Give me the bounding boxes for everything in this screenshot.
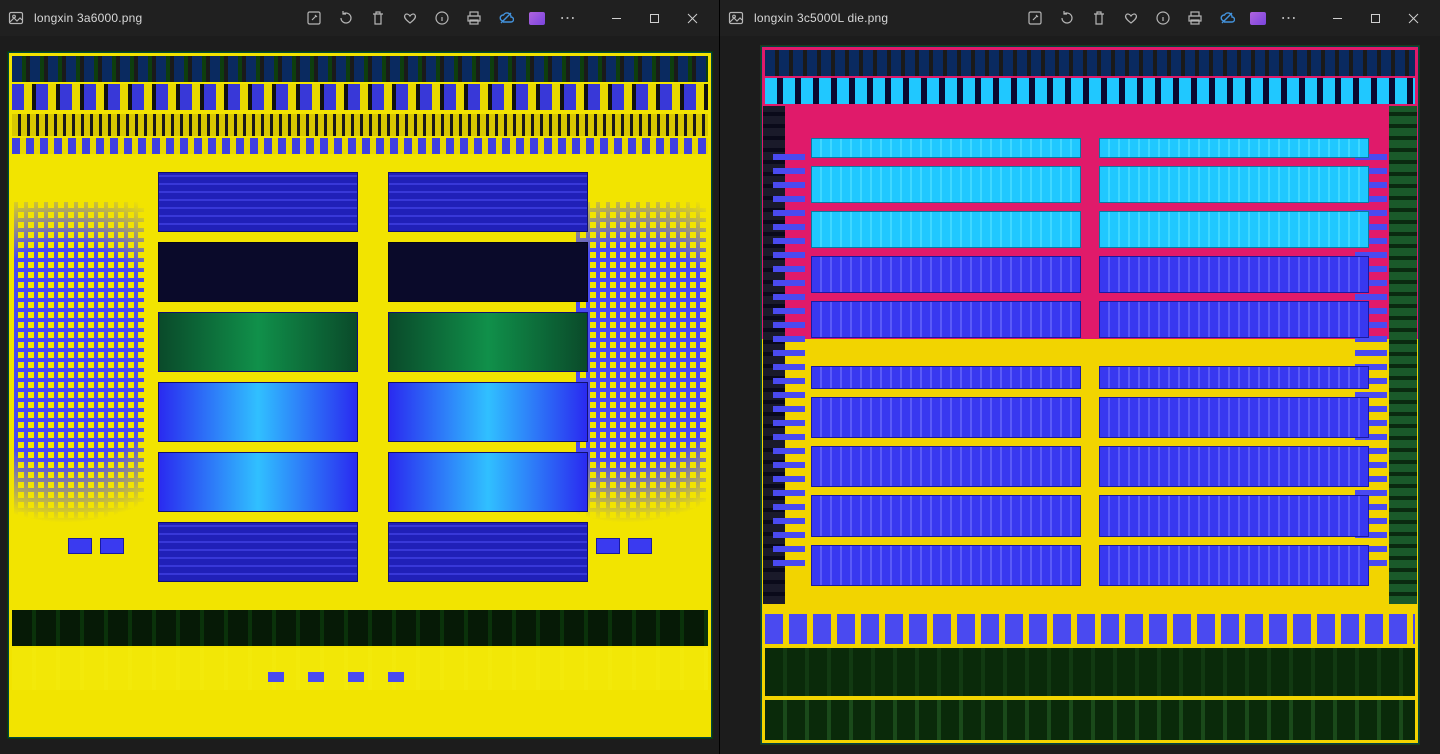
edit-icon[interactable]	[305, 9, 323, 27]
right-window: longxin 3c5000L die.png ⋯	[720, 0, 1440, 754]
info-icon[interactable]	[1154, 9, 1172, 27]
more-icon[interactable]: ⋯	[559, 9, 577, 27]
print-icon[interactable]	[465, 9, 483, 27]
left-window: longxin 3a6000.png ⋯	[0, 0, 720, 754]
file-name: longxin 3a6000.png	[34, 11, 142, 25]
die-shot-3a6000	[7, 51, 713, 739]
info-icon[interactable]	[433, 9, 451, 27]
die-shot-3c5000l	[760, 45, 1420, 745]
window-controls	[597, 4, 711, 32]
minimize-button[interactable]	[1318, 4, 1356, 32]
rotate-icon[interactable]	[1058, 9, 1076, 27]
close-button[interactable]	[1394, 4, 1432, 32]
file-name: longxin 3c5000L die.png	[754, 11, 888, 25]
photos-app-icon	[728, 10, 744, 26]
close-button[interactable]	[673, 4, 711, 32]
titlebar[interactable]: longxin 3c5000L die.png ⋯	[720, 0, 1440, 36]
minimize-button[interactable]	[597, 4, 635, 32]
folder-icon[interactable]	[1250, 12, 1266, 25]
cloud-icon[interactable]	[1218, 9, 1236, 27]
toolbar: ⋯	[1026, 9, 1298, 27]
delete-icon[interactable]	[1090, 9, 1108, 27]
photos-app-icon	[8, 10, 24, 26]
cloud-icon[interactable]	[497, 9, 515, 27]
toolbar: ⋯	[305, 9, 577, 27]
favorite-icon[interactable]	[1122, 9, 1140, 27]
window-controls	[1318, 4, 1432, 32]
delete-icon[interactable]	[369, 9, 387, 27]
rotate-icon[interactable]	[337, 9, 355, 27]
titlebar[interactable]: longxin 3a6000.png ⋯	[0, 0, 719, 36]
image-viewport[interactable]	[0, 36, 719, 754]
folder-icon[interactable]	[529, 12, 545, 25]
favorite-icon[interactable]	[401, 9, 419, 27]
print-icon[interactable]	[1186, 9, 1204, 27]
maximize-button[interactable]	[635, 4, 673, 32]
more-icon[interactable]: ⋯	[1280, 9, 1298, 27]
image-viewport[interactable]	[720, 36, 1440, 754]
maximize-button[interactable]	[1356, 4, 1394, 32]
edit-icon[interactable]	[1026, 9, 1044, 27]
